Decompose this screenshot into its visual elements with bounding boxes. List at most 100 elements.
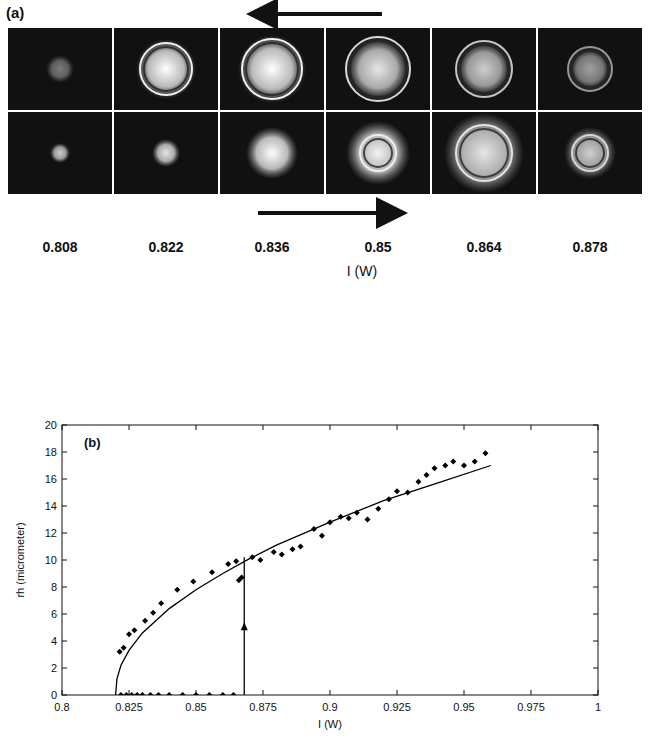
data-point xyxy=(298,544,304,550)
spot-ring xyxy=(572,135,608,171)
x-tick-label: 0.975 xyxy=(517,701,545,713)
figure: (a)0.8080.8220.8360.850.8640.878I (W)0.8… xyxy=(0,0,648,739)
data-point xyxy=(117,649,123,655)
y-tick-label: 20 xyxy=(45,419,57,431)
spot-glow xyxy=(568,47,612,91)
spot-glow xyxy=(152,139,180,167)
y-tick-label: 4 xyxy=(51,635,57,647)
data-point xyxy=(220,692,226,695)
spot-ring xyxy=(364,139,392,167)
x-axis-title: I (W) xyxy=(318,718,342,730)
spot-ring xyxy=(576,139,604,167)
y-tick xyxy=(62,641,67,642)
axis-label: I (W) xyxy=(347,263,377,279)
spot-glow xyxy=(444,113,524,193)
data-point xyxy=(134,692,140,695)
fit-curve xyxy=(116,466,491,696)
arrowhead xyxy=(241,622,248,630)
spot-ring xyxy=(350,41,406,97)
data-point xyxy=(139,692,145,695)
x-tick-label: 1 xyxy=(595,701,601,713)
x-tick xyxy=(397,690,398,695)
y-tick xyxy=(593,587,598,588)
data-point xyxy=(166,692,172,695)
spot-glow xyxy=(564,127,616,179)
spot-image xyxy=(326,28,430,110)
data-point xyxy=(150,610,156,616)
y-tick xyxy=(593,614,598,615)
intensity-label: 0.864 xyxy=(466,239,501,255)
data-point xyxy=(375,506,381,512)
spot-ring xyxy=(456,41,512,97)
y-tick xyxy=(593,506,598,507)
data-point xyxy=(365,517,371,523)
x-tick xyxy=(196,425,197,430)
data-point xyxy=(142,618,148,624)
x-tick xyxy=(263,690,264,695)
x-tick xyxy=(598,425,599,430)
y-tick-label: 16 xyxy=(45,473,57,485)
spot-image xyxy=(114,112,218,194)
y-tick xyxy=(593,452,598,453)
plot-area xyxy=(116,450,491,695)
y-tick xyxy=(62,425,67,426)
data-point xyxy=(415,479,421,485)
y-axis-title: rh (micrometer) xyxy=(14,522,26,597)
direction-arrow xyxy=(258,211,392,215)
spot-glow xyxy=(246,127,298,179)
spot-image xyxy=(8,112,112,194)
data-point xyxy=(472,458,478,464)
data-point xyxy=(432,465,438,471)
spot-image xyxy=(8,28,112,110)
spot-image xyxy=(538,28,642,110)
spot-ring xyxy=(246,43,298,95)
x-tick xyxy=(531,425,532,430)
spot-ring xyxy=(140,43,192,95)
data-point xyxy=(289,546,295,552)
y-tick xyxy=(593,425,598,426)
data-point xyxy=(482,450,488,456)
data-point xyxy=(271,549,277,555)
data-point xyxy=(461,463,467,469)
data-point xyxy=(442,463,448,469)
data-point xyxy=(231,692,237,695)
spot-ring xyxy=(568,47,612,91)
y-tick xyxy=(62,695,67,696)
data-point xyxy=(155,692,161,695)
data-point xyxy=(233,558,239,564)
y-tick-label: 2 xyxy=(51,662,57,674)
y-tick xyxy=(62,533,67,534)
spot-glow xyxy=(346,121,410,185)
panel-label: (b) xyxy=(84,435,101,450)
data-point xyxy=(158,600,164,606)
y-tick xyxy=(593,695,598,696)
spot-ring xyxy=(460,45,508,93)
y-tick xyxy=(62,587,67,588)
data-point xyxy=(118,692,124,695)
spot-image xyxy=(432,28,536,110)
y-tick xyxy=(593,668,598,669)
spot-glow xyxy=(50,143,70,163)
y-tick-label: 12 xyxy=(45,527,57,539)
x-tick xyxy=(531,690,532,695)
spot-image xyxy=(114,28,218,110)
spot-image xyxy=(220,112,324,194)
spot-image xyxy=(220,28,324,110)
x-tick-label: 0.85 xyxy=(185,701,206,713)
y-tick-label: 14 xyxy=(45,500,57,512)
spot-glow xyxy=(46,55,74,83)
data-point xyxy=(423,472,429,478)
x-tick xyxy=(330,690,331,695)
data-point xyxy=(206,692,212,695)
spot-glow xyxy=(456,41,512,97)
data-point xyxy=(121,645,127,651)
x-tick xyxy=(397,425,398,430)
x-tick xyxy=(129,690,130,695)
data-point xyxy=(319,533,325,539)
spot-image xyxy=(538,112,642,194)
spot-glow xyxy=(238,35,306,103)
x-tick xyxy=(263,425,264,430)
spot-ring xyxy=(572,51,608,87)
x-tick-label: 0.9 xyxy=(322,701,337,713)
y-tick-label: 6 xyxy=(51,608,57,620)
